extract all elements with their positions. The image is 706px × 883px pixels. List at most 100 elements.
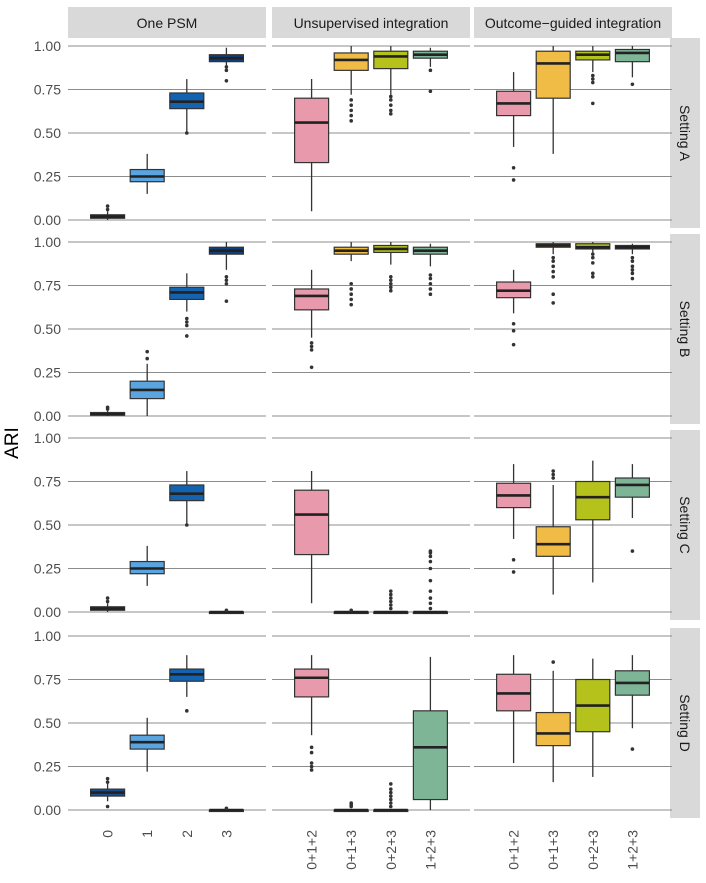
outlier-point: [224, 806, 229, 811]
box: [535, 526, 571, 557]
boxplot: [294, 471, 330, 604]
box: [614, 48, 651, 63]
boxplot: [208, 47, 244, 83]
outlier-point: [349, 119, 354, 123]
y-tick-label: 0.50: [34, 715, 61, 731]
boxplot: [535, 242, 571, 305]
y-tick-label: 1.00: [34, 628, 61, 644]
outlier-point: [428, 276, 433, 281]
box: [294, 288, 330, 311]
outlier-point: [105, 804, 110, 809]
outlier-point: [428, 559, 433, 564]
outlier-point: [145, 349, 149, 354]
boxplot: [129, 153, 165, 194]
outlier-point: [551, 264, 555, 269]
facet-panel: [474, 241, 672, 417]
outlier-point: [428, 601, 433, 606]
boxplot: [89, 776, 126, 809]
facet-row-title: Setting D: [677, 694, 693, 752]
boxplot: [412, 656, 448, 810]
outlier-point: [185, 320, 189, 324]
facet-strip-row: [670, 38, 700, 228]
x-tick-label: 1: [139, 830, 155, 838]
x-tick-label: 0+1+3: [545, 830, 561, 870]
outlier-point: [349, 98, 354, 102]
outlier-point: [428, 549, 433, 553]
outlier-point: [389, 782, 393, 786]
boxplot: [129, 545, 165, 586]
box: [294, 489, 330, 556]
outlier-point: [309, 344, 314, 349]
outlier-point: [630, 268, 635, 272]
outlier-point: [389, 108, 393, 113]
boxplot: [373, 782, 409, 813]
outlier-point: [389, 589, 393, 593]
y-tick-label: 0.25: [34, 561, 61, 577]
boxplot: [575, 46, 611, 106]
x-tick-label: 2: [179, 830, 195, 838]
outlier-point: [349, 608, 354, 613]
boxplot: [129, 349, 165, 416]
outlier-point: [511, 558, 516, 562]
outlier-point: [224, 68, 229, 73]
outlier-point: [224, 278, 229, 283]
outlier-point: [389, 285, 393, 290]
boxplot: [169, 273, 205, 338]
outlier-point: [309, 365, 314, 370]
y-tick-label: 0.50: [34, 517, 61, 533]
outlier-point: [511, 570, 516, 574]
outlier-point: [511, 328, 516, 333]
outlier-point: [630, 264, 635, 269]
outlier-point: [105, 780, 110, 784]
outlier-point: [389, 596, 393, 600]
boxplot: [614, 243, 651, 281]
outlier-point: [591, 101, 595, 106]
boxplot: [535, 660, 571, 783]
facet-panel: [68, 635, 266, 813]
outlier-point: [185, 316, 189, 321]
x-tick-label: 0+1+2: [506, 830, 522, 870]
y-tick-label: 0.00: [34, 604, 61, 620]
outlier-point: [511, 178, 516, 182]
outlier-point: [224, 275, 229, 279]
x-tick-label: 3: [218, 830, 234, 838]
outlier-point: [428, 287, 433, 291]
outlier-point: [551, 292, 555, 297]
outlier-point: [105, 776, 110, 781]
boxplot: [575, 658, 611, 777]
outlier-point: [349, 801, 354, 805]
box: [373, 50, 409, 70]
facet-strip-column: [272, 7, 470, 38]
x-tick-label: 1+2+3: [624, 830, 640, 870]
facet-column-title: Unsupervised integration: [294, 15, 449, 31]
outlier-point: [389, 801, 393, 805]
outlier-point: [591, 255, 595, 260]
outlier-point: [630, 276, 635, 281]
y-tick-label: 0.00: [34, 212, 61, 228]
boxplot: [208, 806, 244, 813]
outlier-point: [224, 79, 229, 83]
box: [535, 50, 571, 99]
boxplot: [614, 655, 651, 751]
outlier-point: [591, 73, 595, 78]
box: [294, 97, 330, 164]
outlier-point: [389, 794, 393, 798]
box: [614, 477, 651, 498]
facet-row-title: Setting C: [677, 496, 693, 554]
box: [294, 668, 330, 698]
facet-row-title: Setting B: [677, 301, 693, 358]
outlier-point: [551, 269, 555, 274]
boxplot: [373, 46, 409, 116]
outlier-point: [428, 273, 433, 277]
y-tick-label: 0.25: [34, 169, 61, 185]
facet-panel: [474, 437, 672, 613]
outlier-point: [591, 271, 595, 276]
boxplot: [333, 608, 369, 615]
boxplot: [412, 47, 448, 94]
x-tick-label: 0+1+3: [343, 830, 359, 870]
outlier-point: [105, 599, 110, 604]
outlier-point: [428, 68, 433, 73]
facet-column-title: Outcome−guided integration: [485, 15, 661, 31]
boxplot: [129, 717, 165, 772]
boxplot: [294, 655, 330, 772]
